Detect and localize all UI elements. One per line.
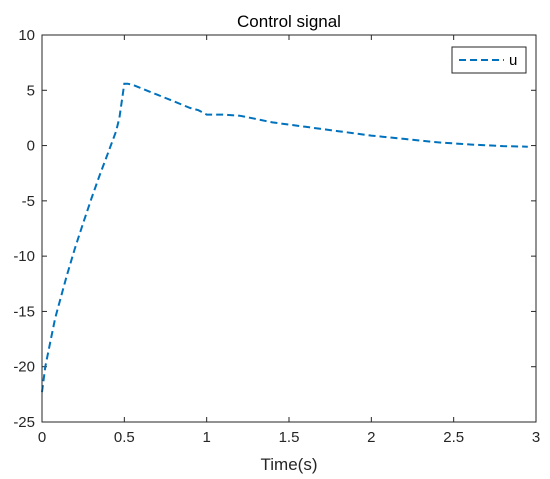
- axis-ticks: 0 0.5 1 1.5 2 2.5 3 -25 -20 -15 -10 -5 0 5 10: [13, 27, 540, 446]
- series-line-u: [41, 82, 528, 393]
- y-tick-label: 0: [27, 138, 35, 155]
- y-tick-label: -5: [22, 193, 35, 210]
- y-tick-label: -25: [13, 414, 35, 431]
- x-tick-label: 0: [38, 429, 46, 446]
- legend-label-u: u: [509, 52, 517, 69]
- x-tick-label: 2: [367, 429, 375, 446]
- y-tick-label: 5: [27, 82, 35, 99]
- x-tick-label: 2.5: [443, 429, 464, 446]
- plot-frame: [41, 34, 537, 423]
- y-tick-label: -15: [13, 303, 35, 320]
- y-tick-label: 10: [18, 27, 35, 44]
- chart-title: Control signal: [237, 12, 341, 31]
- x-tick-label: 1.5: [279, 429, 300, 446]
- y-tick-label: -10: [13, 248, 35, 265]
- series-layer: [41, 82, 528, 393]
- x-tick-label: 1: [202, 429, 210, 446]
- x-tick-label: 0.5: [114, 429, 135, 446]
- y-tick-label: -20: [13, 359, 35, 376]
- x-axis-title: Time(s): [261, 455, 318, 474]
- plot-area: [42, 35, 536, 422]
- legend: u: [451, 46, 527, 74]
- x-tick-label: 3: [532, 429, 540, 446]
